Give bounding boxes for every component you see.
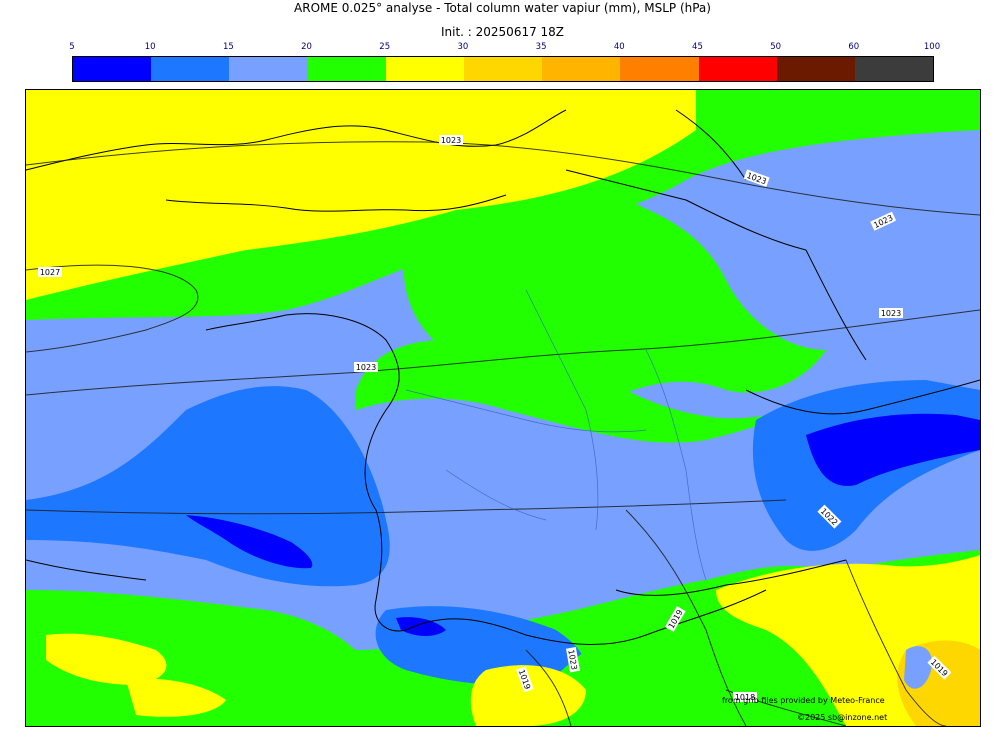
colorbar-segment [620, 57, 699, 81]
weather-map: 1023 1027 1023 1023 1023 1023 1022 1019 … [25, 89, 981, 727]
isobar-1027 [26, 264, 199, 353]
colorbar-segment [776, 57, 855, 81]
coast-pyrenees [405, 589, 767, 645]
colorbar-tick: 40 [613, 42, 625, 52]
coast-med [615, 559, 847, 596]
init-time: Init. : 20250617 18Z [440, 25, 565, 39]
colorbar-tick: 35 [535, 42, 547, 52]
colorbar [72, 56, 934, 82]
colorbar-tick: 100 [923, 42, 941, 52]
isobar-label-3: 1023 [356, 363, 376, 372]
colorbar-segment [542, 57, 621, 81]
colorbar-tick: 25 [379, 42, 391, 52]
colorbar-tick: 30 [457, 42, 469, 52]
colorbar-tick: 15 [222, 42, 234, 52]
field-green-central [403, 200, 826, 410]
field-blue-ocean [26, 386, 390, 587]
colorbar-tick: 5 [69, 42, 75, 52]
isobar-label-9: 1023 [566, 649, 578, 671]
colorbar-segment [73, 57, 152, 81]
field-darkblue-ocean [186, 515, 313, 569]
colorbar-segment [151, 57, 230, 81]
isobar-label-6: 1023 [881, 309, 901, 318]
colorbar-tick: 60 [848, 42, 860, 52]
isobar-label-11: 1018 [735, 693, 755, 702]
copyright: ©2025 sb@inzone.net [797, 713, 888, 722]
colorbar-segment [854, 57, 934, 81]
source-credit: from grib files provided by Meteo-France [722, 696, 885, 705]
chart-title: AROME 0.025° analyse - Total column wate… [294, 1, 711, 15]
border-swiss [745, 379, 980, 415]
coast-england [26, 109, 567, 171]
colorbar-tick: 45 [692, 42, 703, 52]
coast-france-west [205, 313, 407, 632]
colorbar-segment [307, 57, 386, 81]
coast-england-south [165, 194, 507, 212]
colorbar-segment [229, 57, 308, 81]
colorbar-segment [698, 57, 777, 81]
isobar-1023-mid [26, 309, 980, 396]
field-green-spain [26, 590, 386, 726]
colorbar-tick: 50 [770, 42, 782, 52]
isobar-label-2: 1027 [40, 268, 60, 277]
colorbar-segment [463, 57, 543, 81]
colorbar-tick: 20 [301, 42, 312, 52]
colorbar-tick: 10 [144, 42, 156, 52]
isobar-1023-north [26, 141, 980, 216]
field-darkblue-alps [806, 413, 980, 486]
colorbar-segment [385, 57, 464, 81]
field-yellow-north [26, 90, 696, 300]
border-belgium [565, 169, 807, 251]
isobar-label-1: 1023 [441, 136, 461, 145]
